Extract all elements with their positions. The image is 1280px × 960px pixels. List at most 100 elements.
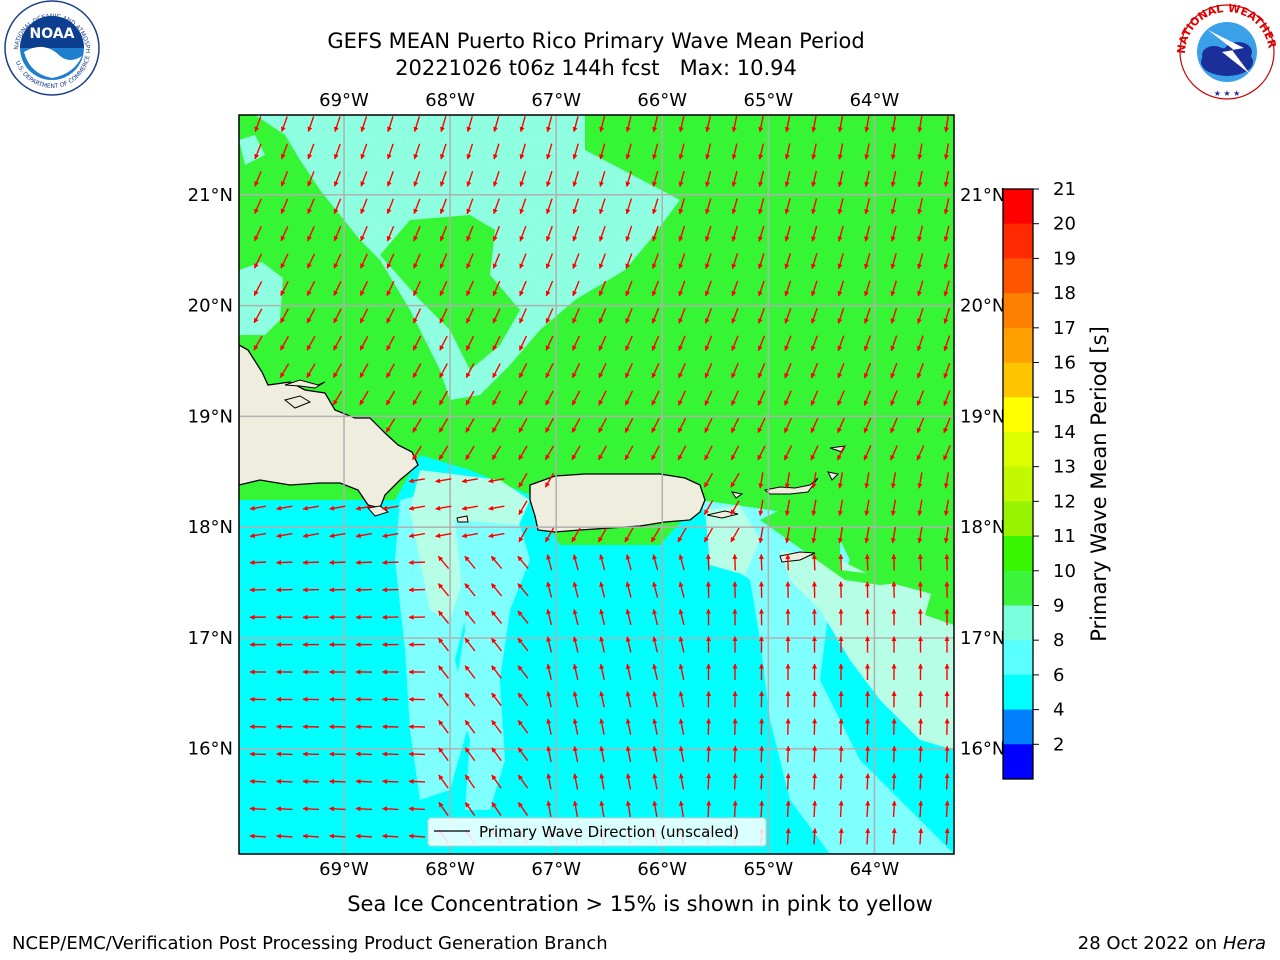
wave-arrow-273 bbox=[438, 390, 449, 406]
wave-arrow-83 bbox=[307, 198, 315, 215]
wave-arrow-101 bbox=[784, 198, 791, 215]
wave-arrow-84 bbox=[333, 198, 342, 215]
colorbar-tick-5: 16 bbox=[1053, 353, 1076, 374]
wave-arrow-60 bbox=[413, 171, 421, 187]
legend-label: Primary Wave Direction (unscaled) bbox=[479, 823, 739, 841]
wave-arrow-354 bbox=[302, 505, 320, 511]
wave-arrow-265 bbox=[863, 362, 872, 379]
wave-arrow-119 bbox=[545, 225, 553, 242]
wave-arrow-404 bbox=[355, 559, 373, 566]
wave-arrow-318 bbox=[491, 445, 502, 461]
wave-arrow-667 bbox=[891, 800, 897, 818]
wave-arrow-28 bbox=[280, 143, 289, 160]
wave-arrow-622 bbox=[408, 778, 426, 784]
wave-arrow-274 bbox=[465, 390, 475, 406]
wave-arrow-98 bbox=[705, 198, 712, 215]
wave-arrow-464 bbox=[517, 610, 529, 624]
wave-arrow-3 bbox=[334, 116, 341, 133]
wave-arrow-422 bbox=[838, 553, 844, 571]
wave-arrow-623 bbox=[438, 774, 449, 789]
wave-arrow-283 bbox=[704, 390, 713, 406]
wave-arrow-624 bbox=[464, 774, 476, 789]
wave-arrow-388 bbox=[650, 527, 661, 543]
wave-arrow-655 bbox=[572, 800, 579, 818]
wave-arrow-325 bbox=[677, 445, 687, 461]
wave-arrow-264 bbox=[837, 362, 845, 379]
wave-arrow-58 bbox=[360, 171, 368, 187]
wave-arrow-696 bbox=[944, 827, 950, 845]
wave-arrow-249 bbox=[439, 363, 448, 379]
wave-arrow-241 bbox=[916, 335, 924, 352]
wave-arrow-80 bbox=[943, 170, 950, 188]
wave-arrow-239 bbox=[863, 335, 871, 352]
wave-arrow-33 bbox=[413, 143, 421, 160]
wave-arrow-615 bbox=[944, 745, 950, 763]
wave-arrow-366 bbox=[784, 499, 791, 516]
wave-arrow-271 bbox=[385, 390, 396, 406]
footer-right: 28 Oct 2022 on Hera bbox=[1078, 933, 1266, 954]
wave-arrow-516 bbox=[464, 665, 476, 679]
wave-arrow-322 bbox=[597, 445, 608, 461]
wave-arrow-192 bbox=[333, 308, 342, 324]
wave-arrow-461 bbox=[437, 610, 450, 624]
wave-arrow-631 bbox=[652, 773, 658, 790]
colorbar-tick-9: 12 bbox=[1053, 491, 1076, 512]
wave-arrow-543 bbox=[464, 692, 476, 707]
wave-arrow-590 bbox=[276, 751, 293, 757]
wave-arrow-112 bbox=[360, 225, 368, 242]
lon-tick-top-3: 66°W bbox=[637, 90, 687, 111]
wave-arrow-692 bbox=[838, 827, 844, 845]
lon-tick-bottom-1: 68°W bbox=[425, 859, 475, 880]
st-martin-island bbox=[827, 471, 840, 481]
wave-arrow-625 bbox=[491, 774, 502, 789]
wave-arrow-597 bbox=[464, 747, 476, 762]
wave-arrow-19 bbox=[758, 116, 764, 133]
wave-arrow-167 bbox=[386, 280, 395, 297]
wave-arrow-316 bbox=[438, 445, 449, 461]
wave-arrow-223 bbox=[439, 335, 448, 351]
chart-title: GEFS MEAN Puerto Rico Primary Wave Mean … bbox=[327, 29, 864, 53]
wave-arrow-651 bbox=[464, 802, 476, 816]
wave-arrow-308 bbox=[784, 417, 792, 434]
wave-arrow-89 bbox=[466, 198, 474, 215]
wave-arrow-113 bbox=[386, 225, 395, 242]
wave-arrow-606 bbox=[706, 745, 712, 763]
wave-arrow-255 bbox=[598, 363, 607, 379]
wave-arrow-636 bbox=[785, 773, 791, 790]
wave-arrow-0 bbox=[254, 116, 262, 132]
wave-arrow-515 bbox=[438, 665, 449, 679]
wave-arrow-411 bbox=[546, 554, 553, 571]
vieques-island bbox=[706, 510, 739, 519]
wave-arrow-254 bbox=[571, 363, 581, 379]
lat-tick-right-1: 20°N bbox=[960, 296, 1005, 317]
wave-arrow-434 bbox=[437, 583, 450, 597]
wave-arrow-105 bbox=[890, 198, 897, 215]
wave-arrow-339 bbox=[488, 478, 505, 484]
wave-arrow-180 bbox=[731, 280, 739, 297]
wave-arrow-228 bbox=[572, 335, 580, 351]
wave-arrow-219 bbox=[333, 335, 342, 351]
wave-arrow-77 bbox=[864, 170, 870, 188]
wave-arrow-20 bbox=[784, 116, 791, 133]
wave-arrow-551 bbox=[678, 691, 685, 708]
wave-arrow-347 bbox=[837, 472, 844, 489]
wave-arrow-326 bbox=[704, 445, 713, 461]
wave-arrow-467 bbox=[599, 608, 606, 626]
wave-arrow-355 bbox=[329, 505, 346, 511]
wave-arrow-94 bbox=[599, 198, 606, 215]
wave-arrow-47 bbox=[784, 143, 791, 160]
wave-arrow-592 bbox=[329, 751, 346, 757]
wave-arrow-173 bbox=[545, 280, 554, 297]
wave-arrow-114 bbox=[413, 225, 421, 242]
lat-tick-right-5: 16°N bbox=[960, 739, 1005, 760]
colorbar-tick-12: 9 bbox=[1053, 595, 1064, 616]
wave-arrow-275 bbox=[492, 390, 501, 406]
wave-arrow-220 bbox=[359, 335, 369, 351]
wave-arrow-329 bbox=[783, 445, 793, 461]
wave-arrow-72 bbox=[731, 170, 738, 188]
wave-arrow-252 bbox=[518, 363, 528, 379]
wave-arrow-405 bbox=[382, 559, 399, 566]
wave-arrow-424 bbox=[891, 553, 897, 571]
wave-arrow-166 bbox=[359, 280, 369, 297]
wave-arrow-49 bbox=[837, 143, 844, 160]
